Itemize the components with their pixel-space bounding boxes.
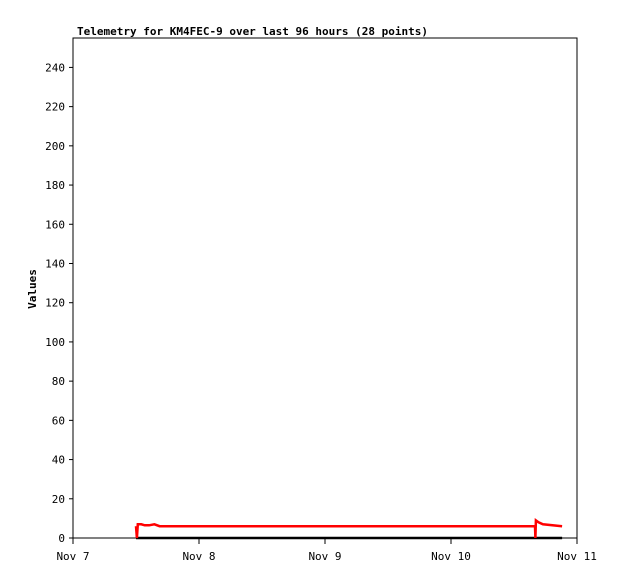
y-tick-label: 80 [52,375,65,388]
plot-frame [72,37,578,539]
y-tick-label: 20 [52,493,65,506]
y-tick-label: 200 [45,140,65,153]
x-tick-label: Nov 9 [308,550,341,563]
y-tick-label: 180 [45,179,65,192]
y-tick-label: 120 [45,297,65,310]
y-tick-label: 240 [45,61,65,74]
x-tick-label: Nov 8 [182,550,215,563]
y-tick-label: 140 [45,257,65,270]
x-tick-label: Nov 10 [431,550,471,563]
x-tick-label: Nov 11 [557,550,597,563]
chart-title: Telemetry for KM4FEC-9 over last 96 hour… [77,25,428,38]
y-axis-label: Values [26,269,39,309]
series-line [134,517,563,539]
y-tick-label: 40 [52,454,65,467]
y-tick-label: 160 [45,218,65,231]
y-tick-label: 60 [52,414,65,427]
y-tick-label: 0 [58,532,65,545]
y-tick-label: 100 [45,336,65,349]
y-tick-label: 220 [45,101,65,114]
x-tick-label: Nov 7 [56,550,89,563]
